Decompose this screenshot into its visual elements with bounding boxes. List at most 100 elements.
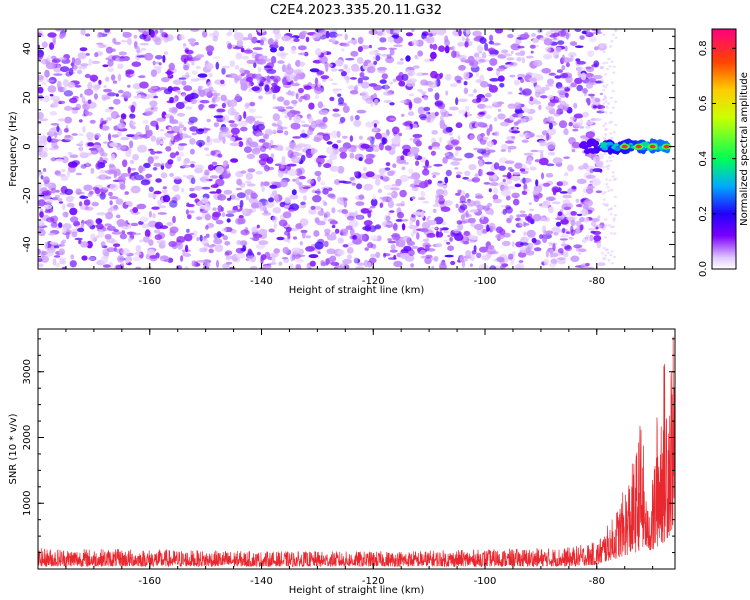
spectrogram-cell [606,167,610,171]
spectrogram-cell [551,226,561,234]
spectrogram-cell [289,193,299,200]
spectrogram-cell [408,168,414,174]
spectrogram-cell [349,176,355,181]
spectrogram-cell [566,231,571,234]
spectrogram-cell [313,32,324,37]
spectrogram-cell [56,125,60,133]
spectrogram-cell [469,254,476,261]
spectrogram-cell [295,254,306,257]
spectrogram-cell [519,133,525,138]
spectrogram-cell [272,124,280,127]
spectrogram-cell [438,45,446,52]
spectrogram-cell [502,178,506,183]
spectrogram-cell [283,237,290,242]
spectrogram-cell [318,109,329,115]
spectrogram-cell [105,212,114,220]
spectrogram-cell [324,228,331,234]
spectrogram-cell [605,160,609,163]
spectrogram-cell [381,137,386,145]
spectrogram-cell [259,203,265,212]
spectrogram-cell [141,82,145,87]
spectrogram-cell [382,31,386,36]
spectrogram-cell [375,132,382,140]
spectrogram-cell [163,259,169,262]
spectrogram-cell [502,174,508,178]
spectrogram-cell [266,69,277,74]
spectrogram-cell [582,162,589,170]
spectrogram-cell [518,218,524,227]
spectrogram-cell [608,179,612,182]
spectrogram-cell [543,230,547,236]
spectrogram-cell [557,258,566,265]
spectrogram-cell [234,37,244,41]
spectrogram-cell [487,202,492,207]
spectrogram-cell [203,203,211,212]
spectrogram-cell [290,122,301,130]
spectrogram-cell [264,165,270,172]
spectrogram-cell [79,47,88,52]
spectrogram-cell [411,245,419,249]
spectrogram-cell [444,35,449,43]
spectrogram-cell [570,225,574,234]
spectrogram-cell [314,119,325,126]
spectrogram-cell [456,79,462,84]
spectrogram-cell [191,177,196,185]
spectrogram-cell [454,146,462,151]
spectrogram-cell [510,61,518,67]
spectrogram-cell [427,87,434,92]
spectrogram-cell [112,80,118,84]
spectrogram-cell [388,47,398,50]
spectrogram-cell [431,172,441,176]
spectrogram-cell [38,199,46,207]
spectrogram-cell [613,195,617,198]
spectrogram-cell [517,113,524,118]
spectrogram-cell [69,154,79,158]
spectrogram-cell [172,184,180,192]
spectrogram-cell [401,223,406,231]
spectrogram-cell [353,257,358,264]
spectrogram-cell [331,37,336,44]
spectrogram-cell [38,188,42,196]
spectrogram-cell [470,61,475,66]
spectrogram-cell [138,134,148,137]
spectrogram-cell [574,77,583,85]
spectrogram-cell [455,203,459,208]
spectrogram-cell [350,146,356,153]
spectrogram-cell [461,36,465,41]
spectrogram-cell [354,171,359,176]
spectrogram-cell [320,181,326,186]
spectrogram-cell [607,164,611,167]
spectrogram-cell [405,55,411,62]
spectrogram-cell [160,172,168,179]
spectrogram-cell [601,192,605,195]
spectrogram-cell [435,197,439,206]
spectrogram-cell [389,249,398,253]
spectrogram-cell [451,50,457,58]
spectrogram-cell [431,146,441,150]
spectrogram-cell [561,227,566,234]
spectrogram-cell [87,256,96,261]
spectrogram-cell [186,228,190,233]
spectrogram-cell [145,34,151,42]
spectrogram-cell [181,80,187,86]
spectrogram-cell [601,166,605,169]
spectrogram-cell [43,176,50,185]
spectrogram-cell [559,238,569,241]
spectrogram-cell [80,222,85,230]
spectrogram-cell [41,81,47,85]
spectrogram-cell [434,100,444,108]
spectrogram-cell [217,194,227,201]
spectrogram-cell [579,217,586,223]
spectrogram-cell [464,170,471,176]
spectrogram-cell [576,213,583,217]
spectrogram-cell [509,74,516,78]
spectrogram-cell [593,60,600,67]
spectrogram-cell [69,260,77,268]
spectrogram-cell [114,41,121,45]
spectrogram-cell [127,166,131,174]
spectrogram-cell [580,72,587,81]
spectrogram-cell [454,150,459,157]
spectrogram-cell [604,165,608,168]
spectrogram-cell [512,198,520,206]
spectrogram-cell [387,200,394,208]
